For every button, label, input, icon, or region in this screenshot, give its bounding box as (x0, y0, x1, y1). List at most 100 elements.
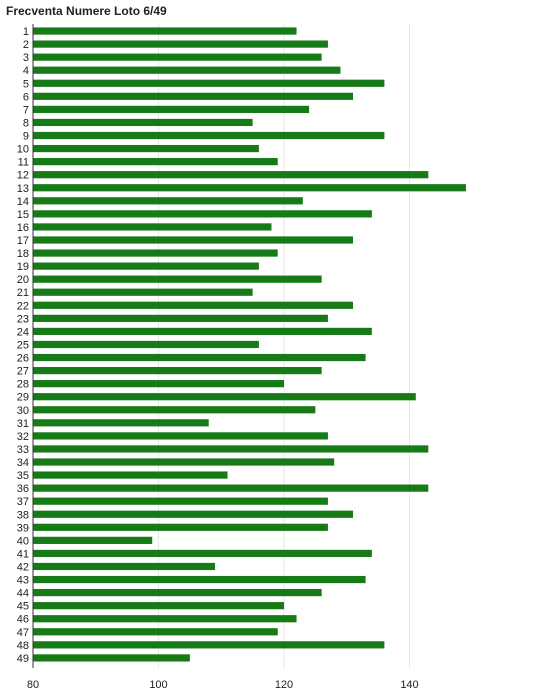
bar-42 (33, 562, 215, 571)
bar-20 (33, 275, 322, 283)
bar-3 (33, 53, 322, 61)
category-label: 16 (17, 222, 29, 234)
category-label: 43 (17, 575, 29, 587)
bar-12 (33, 171, 429, 179)
bar-44 (33, 589, 322, 597)
bar-47 (33, 628, 278, 636)
category-label: 30 (17, 405, 29, 417)
bar-17 (33, 236, 354, 244)
category-label: 27 (17, 366, 29, 378)
bar-46 (33, 615, 297, 623)
category-label: 19 (17, 261, 29, 273)
bar-41 (33, 549, 372, 558)
category-label: 9 (23, 131, 29, 143)
bar-26 (33, 353, 366, 362)
bar-5 (33, 79, 385, 87)
bar-8 (33, 118, 253, 127)
bar-25 (33, 340, 259, 349)
x-tick-label: 100 (149, 679, 167, 691)
bar-7 (33, 105, 310, 113)
category-label: 2 (23, 39, 29, 51)
category-label: 1 (23, 26, 29, 38)
category-label: 21 (17, 287, 29, 299)
category-label: 4 (23, 65, 29, 77)
bar-37 (33, 497, 328, 505)
category-label: 36 (17, 483, 29, 495)
category-label: 13 (17, 183, 29, 195)
bars (33, 27, 466, 662)
category-label: 32 (17, 431, 29, 443)
bar-4 (33, 66, 341, 74)
category-label: 22 (17, 300, 29, 312)
bar-43 (33, 575, 366, 584)
bar-27 (33, 366, 322, 375)
bar-16 (33, 223, 272, 231)
category-label: 49 (17, 653, 29, 665)
bar-15 (33, 210, 372, 218)
category-label: 3 (23, 52, 29, 64)
bar-31 (33, 419, 209, 427)
chart-title: Frecventa Numere Loto 6/49 (6, 4, 167, 18)
category-label: 11 (18, 157, 29, 169)
bar-34 (33, 458, 335, 466)
x-axis-ticks: 80 100 120 140 (27, 679, 419, 691)
category-label: 26 (17, 353, 29, 365)
category-label: 34 (17, 457, 29, 469)
category-label: 12 (17, 170, 29, 182)
category-label: 24 (17, 326, 29, 338)
category-label: 23 (17, 313, 29, 325)
bar-30 (33, 406, 316, 414)
category-label: 35 (17, 470, 29, 482)
category-label: 42 (17, 561, 29, 573)
category-label: 37 (17, 496, 29, 508)
category-label: 41 (17, 548, 29, 560)
category-label: 45 (17, 601, 29, 613)
bar-2 (33, 40, 328, 48)
category-label: 29 (17, 392, 29, 404)
bar-29 (33, 393, 416, 401)
bar-23 (33, 314, 328, 322)
category-label: 25 (17, 339, 29, 351)
bar-18 (33, 249, 278, 257)
x-tick-label: 120 (275, 679, 293, 691)
bar-10 (33, 144, 259, 153)
category-label: 17 (17, 235, 29, 247)
bar-1 (33, 27, 297, 35)
bar-21 (33, 288, 253, 296)
category-label: 14 (17, 196, 29, 208)
bar-33 (33, 445, 429, 453)
category-label: 15 (17, 209, 29, 221)
category-label: 40 (17, 535, 29, 547)
bar-28 (33, 380, 284, 388)
bar-35 (33, 471, 228, 479)
x-tick-label: 140 (400, 679, 418, 691)
category-label: 6 (23, 91, 29, 103)
bar-22 (33, 301, 354, 309)
bar-6 (33, 92, 354, 100)
bar-11 (33, 158, 278, 166)
category-label: 28 (17, 379, 29, 391)
bar-24 (33, 327, 372, 336)
category-label: 5 (23, 78, 29, 90)
category-label: 44 (17, 588, 29, 600)
category-label: 33 (17, 444, 29, 456)
bar-14 (33, 197, 303, 205)
bar-45 (33, 602, 284, 610)
category-label: 47 (17, 627, 29, 639)
category-label: 20 (17, 274, 29, 286)
bar-32 (33, 432, 328, 440)
category-label: 46 (17, 614, 29, 626)
bar-36 (33, 484, 429, 492)
bar-39 (33, 523, 328, 531)
category-label: 31 (17, 418, 29, 430)
category-label: 48 (17, 640, 29, 652)
category-label: 39 (17, 522, 29, 534)
bar-40 (33, 536, 153, 544)
bar-38 (33, 510, 354, 518)
category-label: 8 (23, 117, 29, 129)
bar-19 (33, 262, 259, 270)
category-label: 38 (17, 509, 29, 521)
category-label: 10 (17, 144, 29, 156)
bar-9 (33, 131, 385, 140)
